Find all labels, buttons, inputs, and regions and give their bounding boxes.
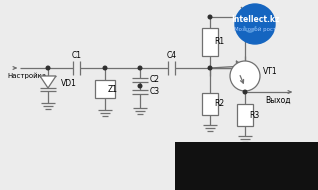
Bar <box>202 28 218 56</box>
Circle shape <box>243 90 247 94</box>
Text: Z1: Z1 <box>108 85 118 93</box>
Text: Настройка: Настройка <box>7 73 46 79</box>
Circle shape <box>208 15 212 19</box>
Circle shape <box>138 66 142 70</box>
Bar <box>95 80 115 98</box>
Text: R2: R2 <box>214 100 224 108</box>
Bar <box>175 142 318 190</box>
Circle shape <box>230 61 260 91</box>
Circle shape <box>208 66 212 70</box>
Text: C1: C1 <box>72 51 81 59</box>
Bar <box>237 104 253 126</box>
Text: VD1: VD1 <box>61 79 77 89</box>
Text: R1: R1 <box>214 37 224 47</box>
Text: C4: C4 <box>166 51 176 59</box>
Text: VT1: VT1 <box>263 66 278 75</box>
Circle shape <box>243 15 247 19</box>
Circle shape <box>235 4 275 44</box>
Circle shape <box>103 66 107 70</box>
Text: п: п <box>261 14 265 20</box>
Text: Intellect.kz: Intellect.kz <box>231 14 279 24</box>
Polygon shape <box>40 76 56 88</box>
Text: Выход: Выход <box>265 96 291 105</box>
Text: C2: C2 <box>150 75 160 85</box>
Text: R3: R3 <box>249 111 259 120</box>
Bar <box>202 93 218 115</box>
Text: Мозговой рост: Мозговой рост <box>234 26 276 32</box>
Circle shape <box>138 84 142 88</box>
Circle shape <box>46 66 50 70</box>
Text: C3: C3 <box>150 88 160 97</box>
Text: +U: +U <box>253 10 265 20</box>
